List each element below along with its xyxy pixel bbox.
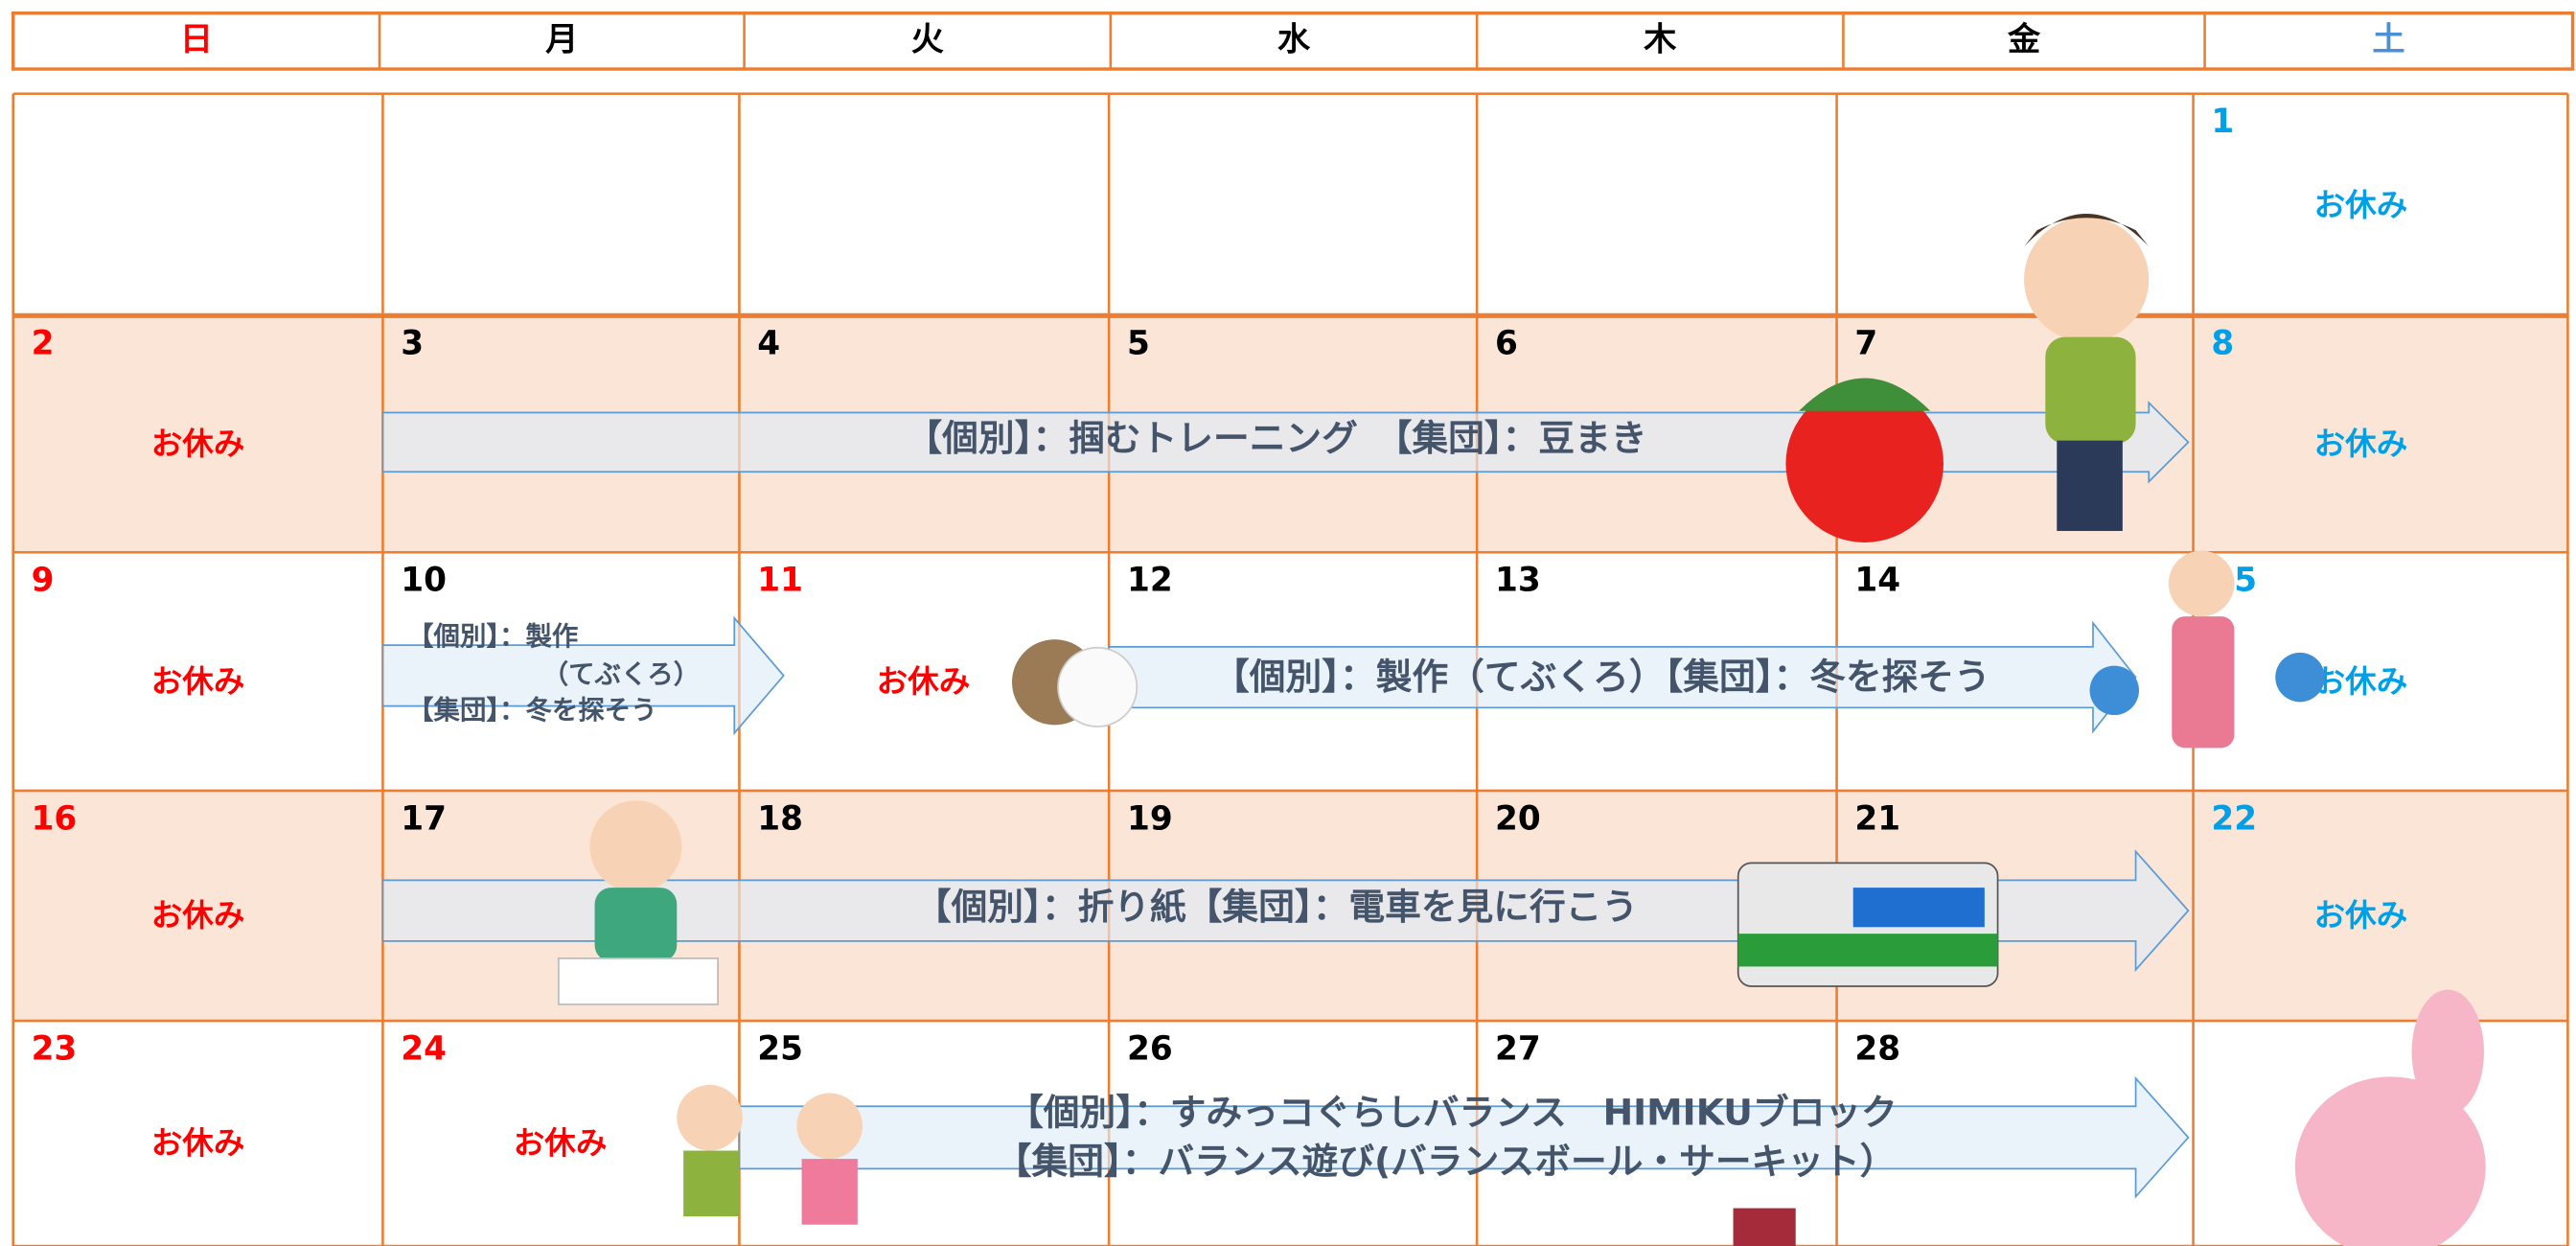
event-text: 【集団】：バランス遊び(バランスボール・サーキット） <box>996 1141 1897 1183</box>
day-number: 2 <box>32 325 55 363</box>
holiday-note: お休み <box>2314 897 2408 934</box>
day-number: 1 <box>2211 103 2234 141</box>
day-number: 22 <box>2211 799 2257 838</box>
day-number: 26 <box>1127 1029 1173 1068</box>
day-number: 11 <box>757 562 803 600</box>
oni-hair <box>1799 378 1931 411</box>
day-number: 3 <box>401 325 424 363</box>
weekday-label: 火 <box>911 20 945 58</box>
day-number: 8 <box>2211 325 2234 363</box>
weekday-label: 土 <box>2372 20 2404 58</box>
kid-body <box>801 1159 858 1225</box>
day-number: 16 <box>32 799 78 838</box>
day-number: 9 <box>32 562 55 600</box>
event-text: 【集団】：冬を探そう <box>407 695 656 726</box>
day-number: 17 <box>401 799 447 838</box>
girl-head <box>589 800 682 893</box>
rabbit-ear <box>2411 989 2484 1115</box>
boy-head <box>2024 217 2150 342</box>
event-text: 【個別】：折り紙【集団】：電車を見に行こう <box>915 886 1638 928</box>
train-stripe <box>1737 934 1998 967</box>
day-number: 18 <box>757 799 803 838</box>
day-number: 6 <box>1495 325 1518 363</box>
day-number: 7 <box>1854 325 1877 363</box>
day-number: 19 <box>1127 799 1173 838</box>
events: 【個別】：掴むトレーニング 【集団】：豆まき【個別】：製作（てぶくろ）【集団】：… <box>381 401 2190 1199</box>
holiday-note: お休み <box>514 1124 608 1161</box>
kid-head <box>796 1093 862 1160</box>
day-number: 4 <box>757 325 780 363</box>
day-number: 12 <box>1127 562 1173 600</box>
boy-body <box>2045 336 2136 445</box>
teacher-head <box>2168 550 2235 617</box>
event-text: 【個別】：すみっコぐらしバランス HIMIKUブロック <box>1007 1091 1898 1133</box>
event-text: （てぶくろ） <box>542 659 701 689</box>
day-number: 21 <box>1854 799 1900 838</box>
holiday-note: お休み <box>2314 426 2408 462</box>
day-number: 20 <box>1495 799 1541 838</box>
weekday-label: 金 <box>2007 20 2041 58</box>
day-number: 5 <box>1127 325 1150 363</box>
boy-legs <box>2057 440 2123 531</box>
header-bg <box>12 12 2575 71</box>
decoration <box>1733 1208 1796 1246</box>
boy-hair <box>2024 213 2150 247</box>
weekday-label: 月 <box>545 20 578 58</box>
holiday-note: お休み <box>151 663 245 700</box>
holiday-note: お休み <box>151 897 245 934</box>
day-number: 23 <box>32 1029 78 1068</box>
day-number: 10 <box>401 562 447 600</box>
weekday-label: 水 <box>1277 20 1311 58</box>
teacher-body <box>2172 616 2235 749</box>
holiday-note: お休み <box>2314 663 2408 700</box>
holiday-note: お休み <box>2314 187 2408 223</box>
origami-paper <box>558 958 719 1005</box>
child-hat <box>2275 652 2325 703</box>
illustrations <box>558 213 2486 1246</box>
event-arrow <box>381 615 785 736</box>
event-text: 【個別】：製作（てぶくろ）【集団】：冬を探そう <box>1213 656 1990 698</box>
event-arrow <box>381 401 2190 484</box>
holiday-note: お休み <box>151 1124 245 1161</box>
weekday-label: 日 <box>180 20 213 58</box>
day-number: 13 <box>1495 562 1541 600</box>
day-number: 28 <box>1854 1029 1900 1068</box>
kid-body <box>683 1150 740 1217</box>
holiday-note: お休み <box>877 663 971 700</box>
kid-head <box>677 1084 743 1151</box>
day-number: 27 <box>1495 1029 1541 1068</box>
cat-illustration <box>1057 646 1138 727</box>
weekday-label: 木 <box>1644 20 1677 58</box>
day-number: 25 <box>757 1029 803 1068</box>
holiday-note: お休み <box>151 426 245 462</box>
week-row <box>12 93 2568 316</box>
header-row: 日月火水木金土 <box>12 12 2575 71</box>
rabbit-illustration <box>2294 1076 2486 1246</box>
event-arrow <box>738 1075 2190 1199</box>
oni-illustration <box>1785 384 1944 542</box>
event-text: 【個別】：掴むトレーニング 【集団】：豆まき <box>906 417 1646 459</box>
girl-body <box>594 888 678 962</box>
event-text: 【個別】：製作 <box>407 622 578 652</box>
day-number: 24 <box>401 1029 447 1068</box>
child-hat <box>2089 665 2139 716</box>
day-number: 14 <box>1854 562 1900 600</box>
train-windows <box>1852 888 1985 928</box>
